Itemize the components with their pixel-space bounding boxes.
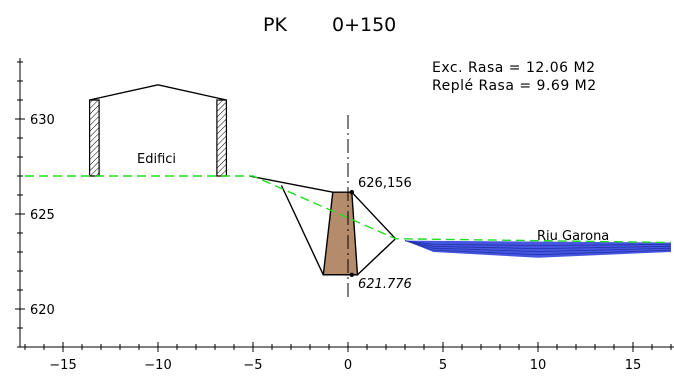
river-wave-line (404, 240, 672, 246)
bottom-elevation-label: 621.776 (358, 277, 412, 292)
x-tick-label: 10 (530, 358, 547, 373)
building-label: Edifici (137, 152, 176, 167)
excavation-area: Exc. Rasa = 12.06 M2 (432, 60, 596, 76)
river-wave-line (404, 240, 672, 256)
x-tick-label: 15 (625, 358, 642, 373)
x-tick-label: 5 (439, 358, 447, 373)
building-left-wall (88, 99, 100, 177)
excavation-right-slope (351, 191, 397, 276)
pk-value: 0+150 (332, 14, 397, 36)
excavation-left-slope (280, 185, 324, 276)
top-point (349, 189, 354, 195)
river-label: Riu Garona (537, 229, 609, 244)
building-right-wall (216, 99, 227, 177)
top-elevation-label: 626,156 (358, 176, 412, 191)
fill-area: Replé Rasa = 9.69 M2 (432, 78, 597, 94)
pk-label: PK (263, 14, 287, 36)
y-tick-label: 625 (30, 208, 55, 223)
bottom-point (349, 272, 354, 277)
x-tick-label: −10 (144, 358, 171, 373)
river-wave-line (404, 240, 672, 250)
river-wave-line (404, 240, 672, 253)
x-tick-label: −5 (243, 358, 262, 373)
terrain-line (25, 175, 672, 244)
y-tick-label: 620 (30, 303, 55, 318)
fill-block (322, 191, 359, 276)
excavation-upper-line (249, 175, 333, 193)
x-tick-label: −15 (49, 358, 76, 373)
x-tick-label: 0 (344, 358, 352, 373)
y-tick-label: 630 (30, 113, 55, 128)
building-roof (89, 84, 227, 101)
